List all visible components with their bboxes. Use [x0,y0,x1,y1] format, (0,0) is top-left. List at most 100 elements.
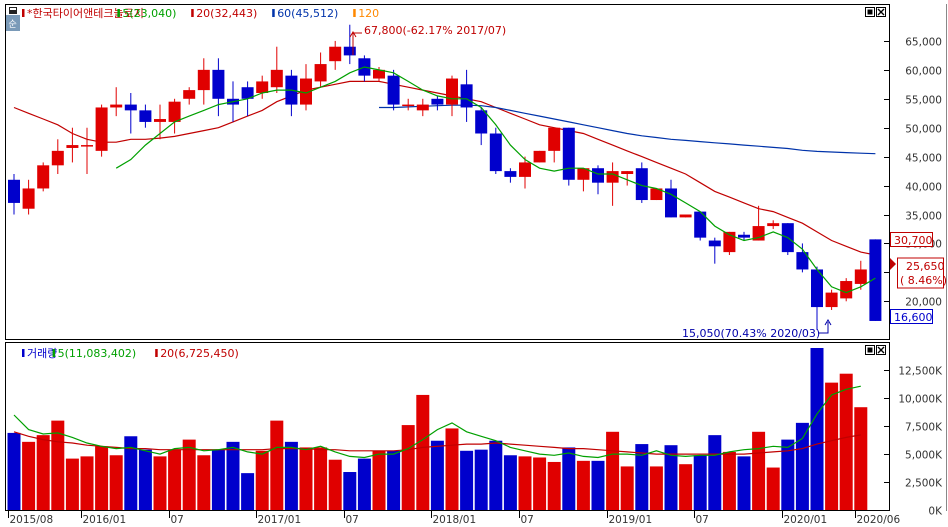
low-annotation-arrow-icon [824,319,832,326]
candle-body [197,69,210,91]
close-icon-glyph [877,8,885,16]
volume-bar [153,456,167,510]
price-panel-frame [5,4,890,340]
candle-body [533,150,546,163]
price-boxes: 30,700 25,650 ( 8.46%) 16,600 [890,232,947,324]
candle-body [95,107,108,151]
volume-bar [328,459,342,510]
volume-bar [854,407,868,510]
x-tick-label: 2020/06 [857,514,901,526]
candle-body [110,104,123,108]
price-y-tick-label: 35,000 [905,211,942,223]
x-tick-label: 2019/01 [609,514,653,526]
volume-bar [445,428,459,510]
current-price-marker-icon [890,258,896,270]
candlesticks [8,24,882,330]
volume-bar [591,460,605,510]
volume-bar [80,456,94,510]
low-annotation: 15,050(70.43% 2020/03) [682,319,832,340]
price-y-tick-label: 20,000 [905,297,942,309]
candle-body [592,168,604,183]
volume-bar [95,446,109,510]
volume-bar [401,425,415,510]
candle-body [168,101,181,122]
volume-maximize-icon-glyph [867,347,873,353]
volume-bar [51,420,65,510]
volume-y-tick-label: 5,000K [905,450,943,462]
volume-close-icon-glyph [877,346,885,354]
candle-body [37,165,50,189]
volume-bar [255,450,269,510]
volume-bar [168,449,182,510]
volume-bar [138,449,152,510]
legend-swatch-ma20 [155,349,158,357]
candle-body [562,127,575,180]
high-annotation-arrow-icon [349,31,357,38]
x-tick-label: 07 [171,514,184,526]
candle-body [738,234,750,238]
panel-menu-icon[interactable] [9,7,17,14]
x-axis: 2015/08 2016/01 07 2017/01 07 2018/01 07 2019/0… [8,510,901,526]
candle-body [212,69,225,99]
candle-body [314,64,327,82]
volume-bar [752,431,766,510]
candle-body [840,281,853,299]
price-y-tick-label: 45,000 [905,153,942,165]
volume-bar [576,460,590,510]
volume-bar [124,436,138,510]
candle-body [431,98,444,105]
price-y-tick-label: 55,000 [905,95,942,107]
ma5-series [115,66,876,294]
volume-bar [314,447,328,510]
volume-bar [635,444,649,510]
legend-swatch-ma20 [191,9,194,17]
volume-y-tick-label: 10,000K [898,394,943,406]
price-y-tick-label: 40,000 [905,182,942,194]
high-annotation-label: 67,800(-62.17% 2017/07) [364,24,506,37]
volume-panel-window-buttons [865,345,886,355]
x-tick-label: 2015/08 [10,514,54,526]
candle-body [139,110,152,122]
legend-swatch-ma60 [272,9,275,17]
price-bottom-box-text: 16,600 [894,311,933,324]
candle-body [708,240,721,247]
x-tick-label: 2020/01 [784,514,828,526]
volume-bar [7,432,21,510]
price-current-box-text: 25,650 [906,260,945,273]
volume-bar [533,457,547,510]
candle-body [723,231,736,253]
legend-swatch-ma5 [52,349,56,357]
candle-body [679,214,692,218]
price-change-box-text: ( 8.46%) [900,274,947,287]
candle-body [475,110,488,134]
volume-y-axis: 0K 2,500K 5,000K 7,500K 10,000K 12,500K [884,366,943,518]
x-tick-label: 07 [346,514,359,526]
maximize-icon-glyph [867,9,873,15]
x-tick-label: 07 [521,514,534,526]
volume-legend: 거래량 5(11,083,402) 20(6,725,450) [22,347,239,360]
candle-body [577,168,590,180]
volume-bar [65,458,79,510]
volume-bar [839,373,853,510]
volume-bar [22,441,36,510]
volume-bar [606,431,620,510]
volume-bar [562,447,576,510]
candle-body [460,84,473,108]
volume-y-tick-label: 12,500K [898,366,943,378]
price-current-box [897,257,944,289]
volume-y-tick-label: 2,500K [905,478,943,490]
volume-bar [810,348,824,510]
volume-bar [503,455,517,510]
legend-label-ma120: 120 [358,7,379,20]
volume-bar [620,466,634,510]
volume-bar [299,447,313,510]
candle-body [81,145,93,147]
price-scale-icon[interactable] [6,15,20,31]
candle-body [446,78,458,105]
volume-bar [795,422,809,510]
legend-label-ma20: 20(32,443) [196,7,257,20]
low-annotation-label: 15,050(70.43% 2020/03) [682,327,820,340]
candle-body [548,127,561,151]
volume-bar [387,450,401,510]
